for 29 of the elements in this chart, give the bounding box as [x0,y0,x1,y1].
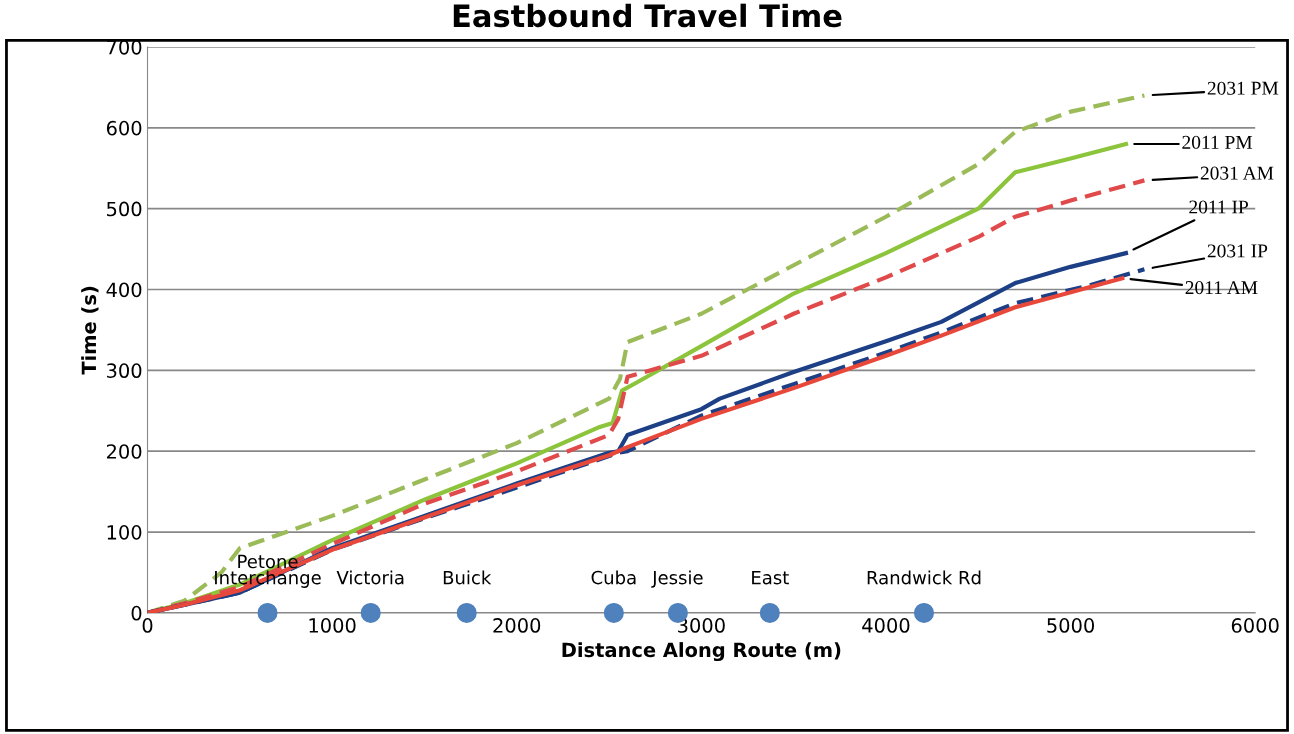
annotation: Randwick Rd [867,570,981,585]
annotation: Jessie [651,570,703,588]
y-tick-label: 300 [107,363,142,379]
y-tick-label: 200 [106,444,142,459]
text: 2011 IP [1189,200,1248,214]
x-tick-label: 4000 [862,618,910,633]
text: 2011 PM [1182,135,1253,149]
x-tick-label: 3000 [678,618,725,633]
x-tick-label: 1000 [309,618,356,633]
text: 2031 AM [1200,166,1274,180]
text: 2011 AM [1185,281,1258,295]
annotation: Cuba [591,570,636,585]
annotation: Buick [443,570,492,585]
x-tick-label: 5000 [1047,618,1095,633]
y-tick-label: 500 [107,201,142,217]
x-tick-label: 2000 [493,618,541,633]
text: 2031 PM [1207,81,1279,95]
text: 2031 IP [1207,244,1268,258]
y-tick-label: 100 [107,525,142,540]
y-tick-label: 600 [106,120,142,136]
chart-title: Eastbound Travel Time [453,3,842,28]
x-tick-label: 0 [142,618,153,633]
annotation: East [752,570,789,585]
annotation: Victoria [336,570,404,585]
y-tick-label: 0 [131,605,142,621]
x-axis-title: Distance Along Route (m) [562,642,841,662]
y-tick-label: 400 [106,282,142,298]
x-tick-label: 6000 [1231,618,1279,633]
y-axis-title: Time (s) [81,286,99,375]
